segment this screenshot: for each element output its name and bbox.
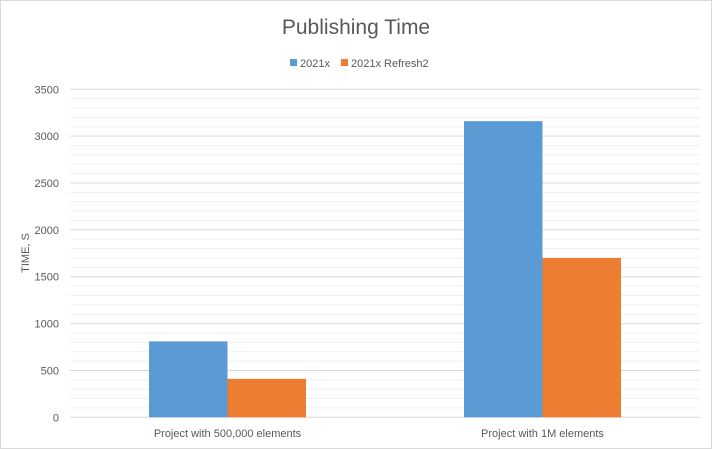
bars (149, 121, 621, 418)
bar-2021x-refresh2 (227, 378, 306, 418)
y-tick-label: 3000 (35, 131, 59, 143)
y-tick-label: 500 (41, 365, 59, 377)
y-tick-label: 3500 (35, 84, 59, 96)
x-axis-ticks: Project with 500,000 elements Project wit… (154, 428, 605, 440)
legend-label: 2021x Refresh2 (351, 58, 429, 70)
legend-label: 2021x (300, 58, 330, 70)
y-tick-label: 2000 (35, 225, 59, 237)
chart-title: Publishing Time (282, 16, 430, 39)
y-axis-label: TIME, S (20, 233, 32, 273)
y-axis-ticks: 0 500 1000 1500 2000 2500 3000 3500 (35, 84, 59, 424)
y-tick-label: 0 (53, 412, 59, 424)
y-tick-label: 1000 (35, 319, 59, 331)
bar-2021x (149, 341, 228, 418)
y-tick-label: 2500 (35, 178, 59, 190)
bar-2021x-refresh2 (542, 257, 621, 418)
bar-2021x (464, 121, 543, 418)
y-tick-label: 1500 (35, 272, 59, 284)
legend-swatch (341, 59, 348, 66)
x-tick-label: Project with 500,000 elements (154, 428, 302, 440)
legend-swatch (290, 59, 297, 66)
legend: 2021x 2021x Refresh2 (290, 58, 429, 70)
x-tick-label: Project with 1M elements (481, 428, 604, 440)
